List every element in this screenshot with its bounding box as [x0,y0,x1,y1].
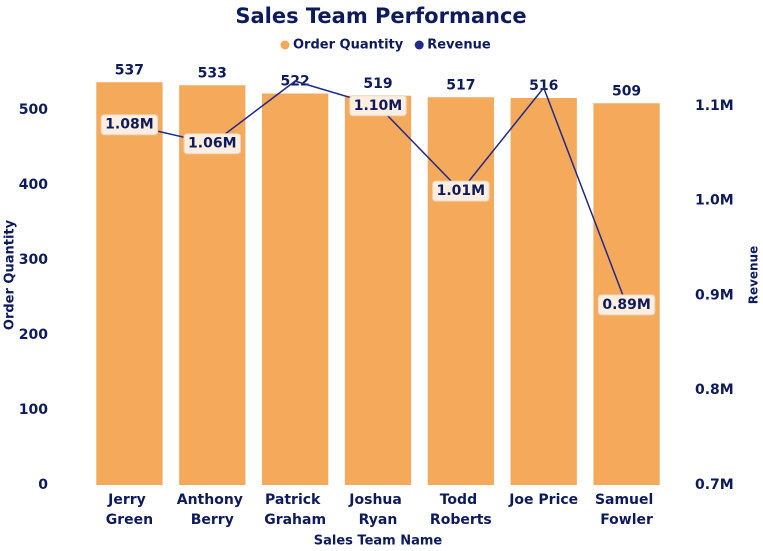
line-value-label: 1.10M [349,95,407,117]
y2-tick-label: 1.1M [695,98,734,114]
x-tick-label: Joshua Ryan [348,492,406,528]
bar [593,103,660,485]
bar-value-label: 509 [612,83,641,99]
y2-tick-label: 0.7M [695,477,734,493]
label-box [349,95,407,117]
label-box [597,294,656,316]
y2-tick-label: 1.0M [695,193,734,209]
legend-label: Order Quantity [293,38,404,53]
y-tick-label: 300 [19,252,48,268]
y-tick-label: 200 [19,327,48,343]
x-tick-label: Joe Price [508,492,578,508]
chart-title: Sales Team Performance [235,4,526,28]
x-tick-label: Patrick Graham [264,492,326,528]
y-tick-label: 500 [19,102,48,118]
bar [510,98,577,485]
y-tick-label: 0 [38,477,48,493]
label-box [183,133,242,155]
bar-value-label: 516 [529,78,558,94]
y-tick-label: 100 [19,402,48,418]
bar [344,95,412,485]
legend-label: Revenue [427,38,491,53]
y-tick-label: 400 [19,177,48,193]
bar-value-label: 533 [198,65,227,81]
bar [262,93,329,485]
y2-axis-title: Revenue [747,246,761,305]
legend: Order Quantity Revenue [280,38,491,53]
x-axis-title: Sales Team Name [314,534,443,549]
line-value-text: 1.08M [105,117,153,133]
bar [427,97,494,485]
label-box [100,114,159,136]
line-value-text: 1.10M [354,98,402,114]
line-value-label: 0.89M [597,294,656,316]
bar-value-label: 517 [446,77,475,93]
x-tick-label: Jerry Green [106,492,153,528]
line-value-text: 1.06M [188,136,236,152]
line-value-label: 1.01M [432,180,490,202]
line-value-label: 1.08M [100,114,159,136]
legend-marker [414,40,424,50]
bar-value-label: 537 [115,62,144,78]
y-axis-title: Order Quantity [3,219,18,330]
bar [96,82,163,485]
x-tick-label: Anthony Berry [177,492,248,528]
x-tick-label: Todd Roberts [430,492,492,528]
label-box [432,180,490,202]
x-tick-label: Samuel Fowler [595,492,658,528]
y2-tick-label: 0.8M [695,382,734,398]
legend-marker [280,40,290,50]
line-value-text: 0.89M [602,297,650,313]
y2-tick-label: 0.9M [695,287,734,303]
line-value-label: 1.06M [183,133,242,155]
bar-value-label: 519 [363,76,392,92]
line-value-text: 1.01M [437,183,485,199]
